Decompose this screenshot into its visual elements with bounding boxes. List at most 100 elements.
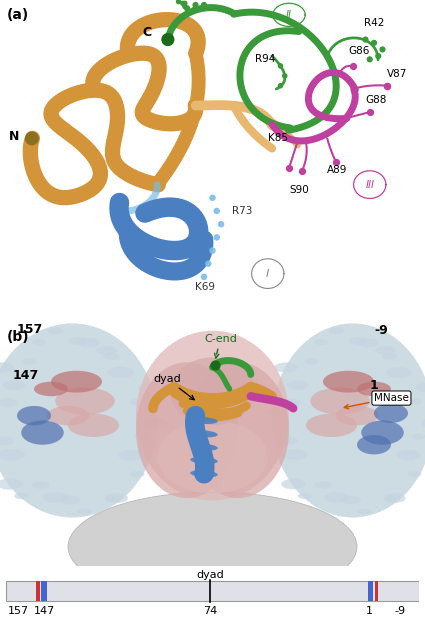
Bar [36,581,40,601]
Text: R73: R73 [232,206,252,216]
Ellipse shape [266,408,282,415]
Point [375,51,382,61]
Point [277,81,284,91]
Ellipse shape [43,492,68,503]
Ellipse shape [0,449,25,460]
Ellipse shape [136,362,238,498]
Ellipse shape [0,323,157,518]
Text: 1: 1 [366,606,373,616]
Ellipse shape [47,406,89,425]
Ellipse shape [3,380,26,390]
Bar [374,581,378,601]
Text: -9: -9 [394,606,405,616]
Ellipse shape [329,327,344,334]
Ellipse shape [278,437,298,445]
Ellipse shape [32,481,50,489]
Ellipse shape [386,367,411,378]
Text: S90: S90 [289,185,309,195]
Point [179,0,186,8]
Ellipse shape [22,358,37,364]
Ellipse shape [47,327,63,334]
Ellipse shape [416,383,425,392]
Ellipse shape [170,358,255,425]
Ellipse shape [68,492,357,601]
Ellipse shape [358,338,379,347]
Ellipse shape [136,331,289,501]
Text: C-end: C-end [204,333,237,358]
Ellipse shape [376,346,395,355]
Ellipse shape [0,478,23,490]
Point [371,38,377,48]
Point [192,3,199,13]
Text: G88: G88 [366,96,387,106]
Point [181,0,188,8]
Text: dyad: dyad [153,374,194,400]
Text: MNase: MNase [344,393,409,409]
Point [205,259,212,269]
Ellipse shape [105,493,128,503]
Point [209,246,216,256]
Text: K97: K97 [183,0,204,1]
Point [213,233,220,243]
Point [379,45,386,55]
Ellipse shape [0,362,14,373]
Ellipse shape [314,481,332,489]
Ellipse shape [382,353,397,360]
Text: K69: K69 [196,282,215,292]
Ellipse shape [32,339,46,345]
Point [383,81,390,91]
Ellipse shape [323,371,374,392]
Ellipse shape [336,406,378,425]
Text: (a): (a) [6,8,28,22]
Ellipse shape [130,399,145,406]
Text: III: III [365,180,374,190]
Ellipse shape [310,388,370,415]
Ellipse shape [298,493,312,499]
Ellipse shape [190,443,218,451]
Ellipse shape [305,358,319,364]
Ellipse shape [96,346,117,355]
Point [209,193,216,203]
Ellipse shape [190,470,218,477]
Point [362,35,369,45]
Ellipse shape [190,417,218,424]
Ellipse shape [34,382,68,396]
Point [281,71,288,81]
Ellipse shape [134,434,149,440]
Ellipse shape [77,509,92,515]
Ellipse shape [361,420,404,445]
Text: C: C [142,27,151,39]
Point [164,35,171,45]
Ellipse shape [187,362,289,498]
Ellipse shape [190,430,218,437]
Point [184,3,190,13]
Point [218,219,224,229]
Text: N: N [9,130,20,143]
Ellipse shape [357,509,371,514]
Ellipse shape [21,420,64,445]
Text: 1: 1 [370,379,379,392]
Point [298,167,305,177]
Point [192,0,199,10]
Text: 157: 157 [8,606,29,616]
Text: (b): (b) [6,330,29,343]
Ellipse shape [144,418,168,428]
Ellipse shape [60,496,81,504]
Ellipse shape [281,479,306,490]
Ellipse shape [108,367,134,378]
Ellipse shape [385,495,400,502]
Ellipse shape [68,337,87,345]
Ellipse shape [130,471,144,477]
Text: 157: 157 [17,323,43,336]
Bar [41,581,47,601]
Ellipse shape [0,398,18,407]
Ellipse shape [384,493,405,503]
Point [213,206,220,216]
Ellipse shape [407,399,422,405]
Ellipse shape [51,371,102,392]
Ellipse shape [397,450,421,460]
Ellipse shape [306,414,357,437]
Ellipse shape [190,457,218,464]
Point [366,54,373,64]
Ellipse shape [14,493,29,499]
